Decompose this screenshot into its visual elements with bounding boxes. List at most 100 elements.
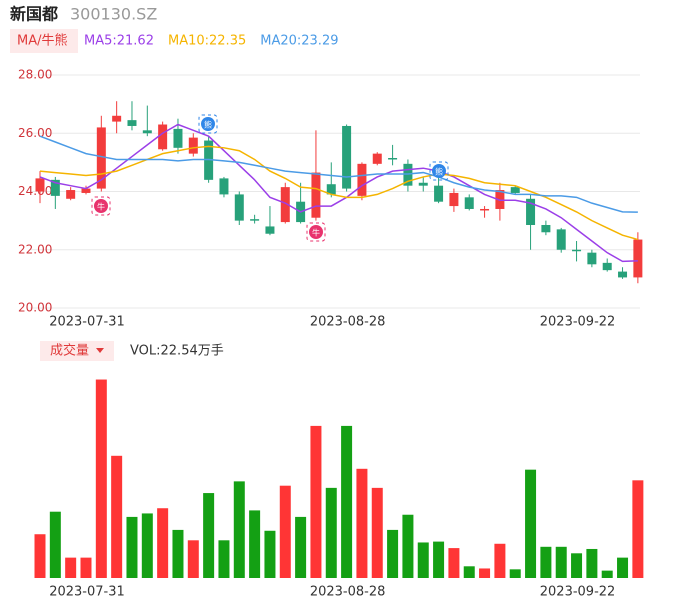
candle-body [234,194,244,221]
volume-bar [341,425,353,578]
ma-line [39,135,638,213]
signal-frame [91,196,111,216]
x-tick-label: 2023-09-22 [540,315,616,330]
dropdown-arrow [96,348,104,353]
volume-bar [325,487,337,578]
candle-body [449,192,459,207]
volume-bar [49,511,61,578]
volume-bar [111,455,123,578]
volume-bar [356,468,368,578]
volume-bar [417,542,429,578]
volume-bar [632,480,644,578]
candle-body [219,178,229,195]
candle-body [280,187,290,223]
volume-bar [310,425,322,578]
candle-body [326,184,336,195]
legend-label: MA20:23.29 [260,34,338,49]
volume-bar [479,568,491,578]
candle-body [633,239,643,278]
stock-name: 新国都 [10,5,58,24]
volume-bar [80,557,92,578]
volume-bar [95,379,107,578]
candle-body [556,229,566,250]
candle-body [464,197,474,209]
volume-title-bg [40,341,114,361]
volume-bar [617,557,629,578]
candle-body [35,178,45,192]
candle-body [250,219,260,221]
volume-bar [249,510,261,578]
candle-body [127,120,137,126]
legend-label: MA5:21.62 [84,34,154,49]
volume-bar [172,529,184,578]
x-tick-label: 2023-07-31 [49,315,125,330]
candle-body [112,115,122,122]
x-tick-label: 2023-08-28 [310,315,386,330]
legend-title: MA/牛熊 [17,33,68,49]
volume-bar [264,530,276,578]
volume-bar [555,546,567,578]
candle-body [158,124,168,150]
candle-body [418,182,428,186]
volume-bar [371,487,383,578]
x-tick-label: 2023-09-22 [540,585,616,600]
volume-bar [433,541,445,578]
candle-body [142,130,152,134]
signal-badge [201,117,215,131]
candle-body [572,249,582,252]
volume-subtitle: VOL:22.54万手 [130,344,224,359]
volume-bar [187,540,199,578]
candle-body [173,128,183,148]
candle-body [50,179,60,196]
signal-label: 熊 [204,120,212,130]
volume-bar [65,557,77,578]
volume-bar [448,548,460,578]
candle-body [434,185,444,202]
signal-badge [432,164,446,178]
volume-bar [586,548,598,578]
candle-body [81,188,91,193]
signal-label: 牛 [97,202,105,212]
candle-body [602,262,612,271]
y-tick-label: 22.00 [18,242,52,256]
volume-bar [525,469,537,578]
legend-title-bg [10,29,78,53]
volume-bar [540,546,552,578]
x-tick-label: 2023-08-28 [310,585,386,600]
volume-bar [463,566,475,578]
candle-body [510,187,520,193]
volume-bar [218,540,230,578]
candle-body [66,190,76,199]
volume-bar [571,553,583,578]
signal-frame [306,222,326,242]
volume-bar [203,493,215,578]
volume-bar [141,513,153,578]
volume-bar [402,514,414,578]
signal-badge [309,225,323,239]
candle-body [265,226,275,234]
candle-body [357,163,367,196]
candle-body [342,125,352,189]
volume-bar [601,570,613,578]
volume-bar [157,508,169,578]
candle-body [541,224,551,233]
ma-line [39,123,638,263]
candle-body [388,158,398,160]
y-tick-label: 26.00 [18,126,52,140]
volume-bar [126,516,138,578]
x-tick-label: 2023-07-31 [49,585,125,600]
candle-body [311,172,321,218]
volume-bar [233,481,245,578]
volume-bar [34,534,46,578]
legend-label: MA10:22.35 [168,34,246,49]
stock-code: 300130.SZ [70,5,157,24]
candle-body [480,208,490,211]
volume-bar [387,529,399,578]
volume-bar [494,543,506,578]
signal-frame [429,161,449,181]
candle-body [372,153,382,164]
volume-bar [279,485,291,578]
signal-badge [94,199,108,213]
volume-bar [295,516,307,578]
